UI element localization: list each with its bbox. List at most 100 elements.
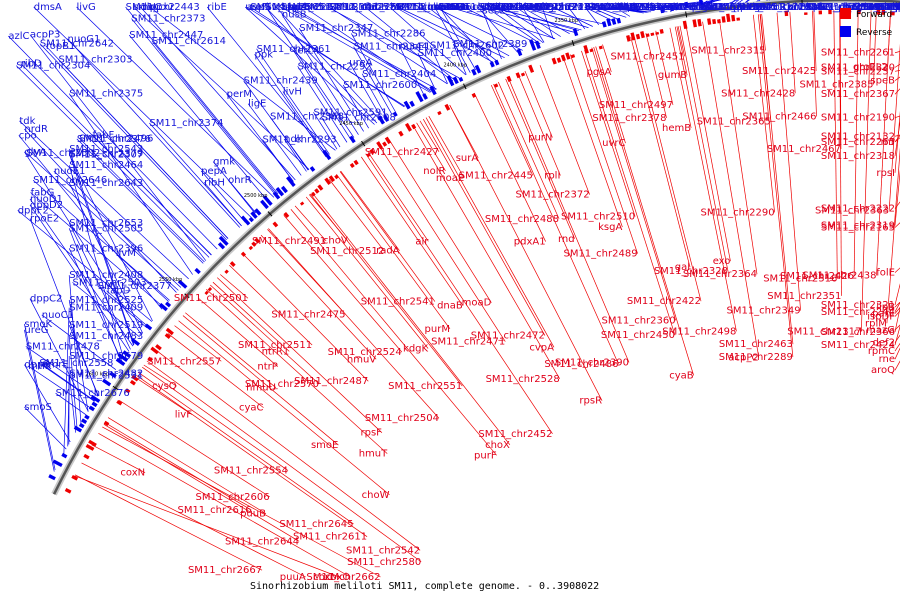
leader-line-reverse <box>541 6 554 40</box>
gene-label-reverse: SM11_chr2507 <box>807 2 881 13</box>
gene-label-reverse: SM11_chr2502 <box>26 148 100 159</box>
gene-feature-reverse <box>606 18 612 27</box>
gene-feature-forward <box>314 188 320 194</box>
leader-line-forward <box>718 19 758 275</box>
gene-label-forward: SM11_chr2320 <box>821 62 895 73</box>
gene-feature-forward <box>471 92 477 98</box>
gene-label-forward: ntrP <box>257 362 277 373</box>
gene-label-reverse: SM11_chr2379 <box>69 148 143 159</box>
leader-line-reverse <box>521 6 570 34</box>
gene-label-reverse: SM11_chr2469 <box>692 2 766 13</box>
leader-line-reverse <box>884 0 887 8</box>
gene-label-reverse: SM11_chr2508 <box>805 2 879 13</box>
gene-label-reverse: SM11_chr2503 <box>73 277 147 288</box>
gene-label-reverse: sugE <box>845 2 869 13</box>
leader-line-forward <box>581 50 636 217</box>
leader-line-forward <box>633 35 702 302</box>
gene-label-reverse: SM11_chr2405 <box>879 2 900 13</box>
leader-line-reverse <box>348 62 383 120</box>
gene-label-reverse: nuoG3 <box>496 2 529 13</box>
gene-label-reverse: mrcA1 <box>691 2 723 13</box>
leader-line-forward <box>367 152 429 242</box>
gene-label-reverse: nrdR <box>24 124 48 135</box>
gene-label-forward: SM11_chr2390 <box>555 357 629 368</box>
gene-label-forward: SM11_chr2367 <box>821 89 895 100</box>
leader-line-forward <box>789 11 796 94</box>
gene-label-forward: SM11_chr2450 <box>601 330 675 341</box>
gene-feature-forward <box>272 221 279 228</box>
leader-line-forward <box>584 49 676 336</box>
gene-label-reverse: SM11_chr2608 <box>322 113 396 124</box>
gene-label-forward: rpmC <box>868 346 895 357</box>
leader-line-reverse <box>29 204 130 352</box>
gene-label-reverse: lipA2 <box>895 2 900 13</box>
gene-feature-forward <box>164 333 171 340</box>
gene-feature-forward <box>635 33 641 40</box>
gene-feature-forward <box>692 19 698 28</box>
gene-label-forward: SM11_chr2360 <box>602 315 676 326</box>
gene-label-reverse: ureF <box>245 2 267 13</box>
gene-label-reverse: SM11_chr2483 <box>69 331 143 342</box>
leader-line-reverse <box>92 134 212 256</box>
gene-label-reverse: SM11_chr2461 <box>878 2 900 13</box>
gene-label-reverse: SM11_chr2187 <box>449 2 523 13</box>
leader-line-reverse <box>275 6 381 121</box>
gene-label-forward: ispDF <box>867 311 895 322</box>
leader-line-forward <box>283 214 403 353</box>
gene-feature-forward <box>88 439 97 447</box>
gene-feature-forward <box>254 237 261 244</box>
gene-label-forward: kdgK <box>403 344 428 355</box>
gene-label-reverse: SM11_chr2591 <box>313 107 387 118</box>
gene-feature-reverse <box>144 323 153 331</box>
leader-line-reverse <box>353 46 393 115</box>
leader-line-reverse <box>364 6 455 81</box>
leader-line-reverse <box>618 6 649 13</box>
gene-label-reverse: SM11_chr2238 <box>895 2 900 13</box>
leader-line-forward <box>178 320 390 496</box>
gene-feature-reverse <box>248 216 254 223</box>
gene-feature-reverse <box>489 61 495 68</box>
gene-label-reverse: SM11_chr2383 <box>895 2 900 13</box>
gene-feature-forward <box>83 453 90 460</box>
gene-label-reverse: nuoE1 <box>54 166 85 177</box>
legend-swatch-reverse <box>840 26 851 37</box>
gene-label-forward: SM11_chr2472 <box>471 331 545 342</box>
gene-label-reverse: SM11_chr2404 <box>362 69 436 80</box>
gene-feature-forward <box>556 57 562 63</box>
leader-line-reverse <box>861 0 864 8</box>
gene-label-forward: nolR <box>423 166 445 177</box>
leader-line-forward <box>428 115 465 179</box>
gene-feature-reverse <box>674 5 679 11</box>
leader-line-forward <box>539 65 590 195</box>
gene-feature-forward <box>818 10 823 15</box>
gene-feature-forward <box>551 57 557 65</box>
gene-feature-forward <box>382 141 388 147</box>
leader-line-forward <box>212 281 290 352</box>
gene-feature-forward <box>103 420 110 426</box>
gene-label-reverse: nuoC1 <box>42 310 74 321</box>
gene-label-reverse: dppF2 <box>18 205 49 216</box>
gene-feature-reverse <box>349 135 356 144</box>
leader-line-forward <box>339 171 436 302</box>
leader-line-reverse <box>894 6 900 9</box>
gene-label-forward: SM11_chr2551 <box>388 381 462 392</box>
leader-line-reverse <box>293 50 352 140</box>
gene-label-forward: ntrR1 <box>262 346 290 357</box>
gene-label-reverse: SM11_chr2482 <box>69 368 143 379</box>
axis-tick-mark <box>685 11 688 18</box>
leader-line-forward <box>142 366 289 471</box>
gene-label-reverse: SM11_chr2264 <box>895 2 900 13</box>
gene-label-forward: folE <box>876 268 895 279</box>
leader-line-forward <box>305 196 429 349</box>
leader-line-forward <box>167 333 264 408</box>
gene-feature-forward <box>731 14 736 22</box>
gene-feature-track <box>48 0 895 494</box>
gene-label-reverse: SM11_chr2151 <box>588 2 662 13</box>
gene-feature-reverse <box>240 215 251 226</box>
leader-line-forward <box>517 73 561 176</box>
leader-line-reverse <box>894 4 900 8</box>
leader-line-reverse <box>24 323 56 470</box>
gene-feature-reverse <box>109 371 117 379</box>
gene-label-forward: SM11_chr2511 <box>238 340 312 351</box>
gene-label-reverse: SM11_chr2384 <box>895 2 900 13</box>
